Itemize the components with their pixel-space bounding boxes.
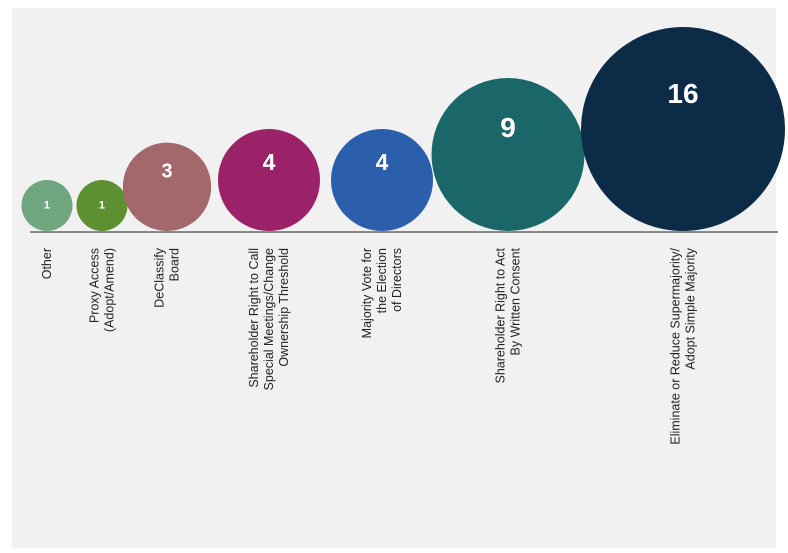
category-label: Majority Vote for the Election of Director…	[360, 248, 404, 338]
labels-group: Other Proxy Access (Adopt/Amend) DeClassify…	[40, 247, 698, 444]
bubbles-group: 1 1 3 4 4 9 16	[21, 27, 785, 231]
bubble-7	[581, 27, 785, 231]
category-label-line: Ownership Threshold	[277, 248, 291, 367]
category-label-line: (Adopt/Amend)	[103, 248, 117, 332]
bubble-5	[331, 129, 433, 231]
category-label-line: the Election	[375, 248, 389, 313]
category-label: DeClassify Board	[153, 247, 182, 307]
category-label-line: Eliminate or Reduce Supermajority/	[669, 247, 683, 444]
category-label: Other	[40, 248, 54, 279]
category-label-line: DeClassify	[153, 247, 167, 307]
bubble-value-label: 1	[44, 200, 51, 212]
category-label: Eliminate or Reduce Supermajority/Adopt …	[669, 247, 698, 444]
bubble-4	[218, 129, 320, 231]
bubble-value-label: 3	[161, 160, 172, 182]
bubble-value-label: 4	[376, 149, 389, 175]
bubble-value-label: 9	[500, 112, 516, 143]
category-label: Shareholder Right to Act By Written Conse…	[494, 247, 523, 383]
bubble-value-label: 1	[99, 200, 106, 212]
category-label: Shareholder Right to Call Special Meeting…	[247, 248, 291, 390]
category-label-line: Shareholder Right to Act	[494, 247, 508, 383]
bubble-3	[122, 142, 212, 231]
category-label-line: of Directors	[390, 248, 404, 312]
bubble-value-label: 4	[263, 149, 276, 175]
category-label-line: Other	[40, 248, 54, 279]
category-label-line: Board	[168, 248, 182, 281]
bubble-value-label: 16	[667, 78, 698, 109]
category-label-line: Adopt Simple Majority	[684, 247, 698, 369]
category-label-line: Majority Vote for	[360, 248, 374, 338]
bubble-6	[431, 78, 585, 231]
bubble-1	[21, 180, 73, 231]
bubble-2	[76, 180, 128, 231]
category-label-line: Special Meetings/Change	[262, 248, 276, 390]
category-label: Proxy Access (Adopt/Amend)	[88, 248, 117, 332]
category-label-line: By Written Consent	[509, 247, 523, 355]
category-label-line: Shareholder Right to Call	[247, 248, 261, 388]
category-label-line: Proxy Access	[88, 248, 102, 323]
